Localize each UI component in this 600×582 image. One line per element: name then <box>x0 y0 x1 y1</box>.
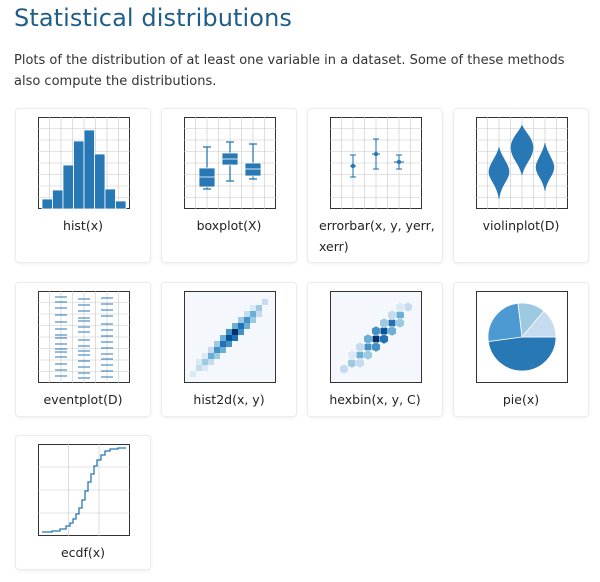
boxplot-icon <box>184 117 276 209</box>
card-violinplot[interactable]: violinplot(D) <box>454 109 588 262</box>
card-errorbar[interactable]: errorbar(x, y, yerr, xerr) <box>308 109 442 262</box>
card-hist2d-label: hist2d(x, y) <box>193 392 265 407</box>
eventplot-icon <box>38 291 130 383</box>
card-hist-label: hist(x) <box>63 218 103 233</box>
ecdf-icon <box>38 444 130 536</box>
card-boxplot-label: boxplot(X) <box>196 218 262 233</box>
errorbar-icon <box>330 117 422 209</box>
card-boxplot[interactable]: boxplot(X) <box>162 109 296 262</box>
card-violinplot-label: violinplot(D) <box>482 218 560 233</box>
histogram-icon <box>38 117 130 209</box>
card-hist2d[interactable]: hist2d(x, y) <box>162 283 296 416</box>
intro-text: Plots of the distribution of at least on… <box>14 53 565 89</box>
hexbin-icon <box>330 291 422 383</box>
card-eventplot[interactable]: eventplot(D) <box>16 283 150 416</box>
card-eventplot-label: eventplot(D) <box>43 392 123 407</box>
hist2d-icon <box>184 291 276 383</box>
card-errorbar-label: errorbar(x, y, yerr, xerr) <box>319 218 435 254</box>
card-pie[interactable]: pie(x) <box>454 283 588 416</box>
violinplot-icon <box>476 117 568 209</box>
card-pie-label: pie(x) <box>502 392 540 407</box>
page-title: Statistical distributions <box>14 4 292 32</box>
card-ecdf[interactable]: ecdf(x) <box>16 436 150 569</box>
card-hexbin[interactable]: hexbin(x, y, C) <box>308 283 442 416</box>
pie-icon <box>476 291 568 383</box>
card-hist[interactable]: hist(x) <box>16 109 150 262</box>
card-ecdf-label: ecdf(x) <box>60 545 106 560</box>
card-hexbin-label: hexbin(x, y, C) <box>329 392 421 407</box>
